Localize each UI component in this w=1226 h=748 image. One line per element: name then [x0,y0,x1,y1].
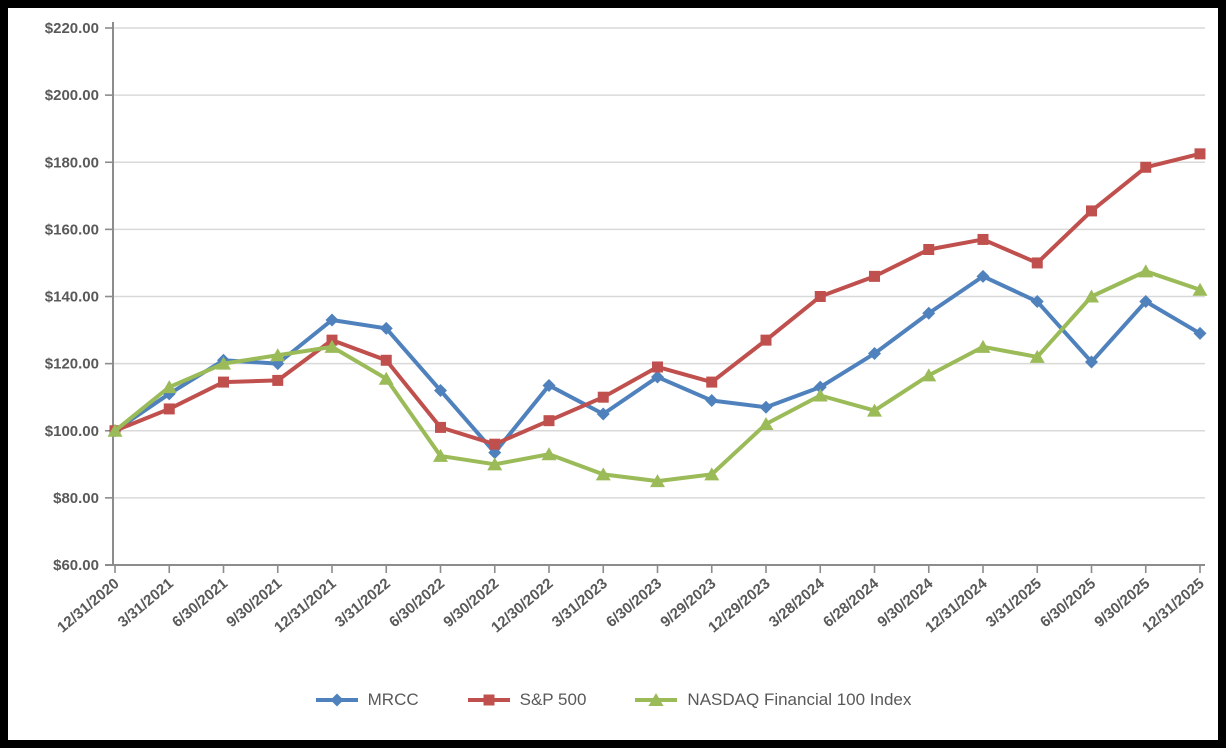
series-marker-nasdaq-financial-100-index [1138,264,1154,278]
series-marker-nasdaq-financial-100-index [1192,282,1208,296]
chart-legend: MRCC S&P 500 NASDAQ Financial 100 Index [8,690,1218,710]
series-marker-mrcc [596,407,610,421]
x-tick-label: 6/28/2024 [820,575,883,631]
series-marker-nasdaq-financial-100-index [758,417,774,431]
series-marker-nasdaq-financial-100-index [704,467,720,481]
y-tick-label: $180.00 [45,154,99,171]
series-marker-s-p-500 [435,421,446,433]
y-tick-label: $80.00 [53,490,99,507]
x-tick-label: 6/30/2022 [386,575,448,631]
series-marker-nasdaq-financial-100-index [487,457,503,471]
x-tick-label: 3/31/2022 [332,575,394,631]
series-marker-mrcc [1193,326,1207,340]
series-marker-nasdaq-financial-100-index [867,403,882,417]
y-tick-label: $60.00 [53,557,99,574]
series-marker-s-p-500 [1140,161,1152,173]
series-marker-mrcc [1085,355,1098,369]
series-marker-s-p-500 [380,354,392,366]
legend-item-nasdaq-financial-100: NASDAQ Financial 100 Index [634,690,911,710]
y-tick-label: $120.00 [45,356,99,373]
series-marker-s-p-500 [1194,148,1206,160]
x-tick-label: 3/31/2021 [115,575,177,631]
series-marker-mrcc [1030,295,1044,309]
series-marker-s-p-500 [218,376,229,388]
series-marker-nasdaq-financial-100-index [650,474,665,488]
series-marker-s-p-500 [272,374,284,386]
x-tick-label: 12/31/2020 [54,575,122,636]
x-tick-label: 6/30/2021 [169,575,231,631]
x-tick-label: 6/30/2025 [1037,575,1099,631]
series-marker-nasdaq-financial-100-index [433,448,448,462]
legend-label-mrcc: MRCC [367,690,419,709]
y-tick-label: $140.00 [45,289,99,306]
mrcc-line-marker-icon [315,693,358,707]
series-marker-nasdaq-financial-100-index [1084,289,1099,303]
series-marker-s-p-500 [869,270,880,282]
series-marker-s-p-500 [163,403,175,415]
series-marker-mrcc [379,321,393,335]
sp500-line-marker-icon [467,694,510,706]
series-marker-nasdaq-financial-100-index [541,447,557,461]
series-marker-nasdaq-financial-100-index [975,339,991,353]
series-marker-mrcc [868,347,881,361]
series-marker-nasdaq-financial-100-index [161,380,177,394]
nasdaq-line-marker-icon [635,693,678,706]
series-marker-s-p-500 [814,291,826,302]
x-tick-label: 3/31/2023 [549,575,611,631]
legend-item-mrcc: MRCC [315,690,419,710]
series-marker-mrcc [976,269,990,283]
series-marker-s-p-500 [923,244,935,256]
series-marker-nasdaq-financial-100-index [595,467,611,481]
series-marker-mrcc [1139,295,1153,309]
series-marker-nasdaq-financial-100-index [378,371,394,385]
series-marker-s-p-500 [652,361,663,373]
series-marker-nasdaq-financial-100-index [812,388,828,402]
series-marker-mrcc [813,380,827,394]
series-marker-nasdaq-financial-100-index [324,339,340,353]
series-marker-mrcc [705,394,719,408]
series-marker-mrcc [759,400,773,414]
y-tick-label: $220.00 [45,20,99,37]
y-tick-label: $200.00 [45,87,99,104]
series-marker-mrcc [651,370,664,384]
series-marker-s-p-500 [1031,257,1043,269]
series-marker-mrcc [922,306,936,320]
x-tick-label: 3/28/2024 [766,575,829,631]
legend-label-nasdaq-financial-100: NASDAQ Financial 100 Index [687,690,912,709]
series-marker-nasdaq-financial-100-index [1029,349,1045,363]
series-marker-s-p-500 [977,233,989,245]
series-marker-nasdaq-financial-100-index [270,348,286,362]
y-tick-label: $100.00 [45,423,99,440]
performance-line-chart: $60.00 $80.00 $100.00 $120.00 $140.00 $160.00… [45,20,1208,636]
series-marker-mrcc [434,383,447,397]
series-marker-s-p-500 [760,334,772,346]
y-tick-label: $160.00 [45,221,99,238]
legend-label-sp500: S&P 500 [519,690,587,709]
x-tick-label: 6/30/2023 [603,575,665,631]
series-marker-mrcc [542,378,556,392]
series-marker-s-p-500 [543,415,555,427]
series-marker-s-p-500 [706,376,718,388]
series-marker-mrcc [325,313,339,327]
series-marker-s-p-500 [1086,205,1097,217]
series-marker-s-p-500 [489,438,501,450]
legend-item-sp500: S&P 500 [467,690,587,710]
series-marker-s-p-500 [597,391,609,403]
x-tick-label: 3/31/2025 [983,575,1045,631]
series-marker-nasdaq-financial-100-index [107,423,123,437]
series-marker-nasdaq-financial-100-index [921,368,937,382]
series-marker-nasdaq-financial-100-index [216,356,231,370]
